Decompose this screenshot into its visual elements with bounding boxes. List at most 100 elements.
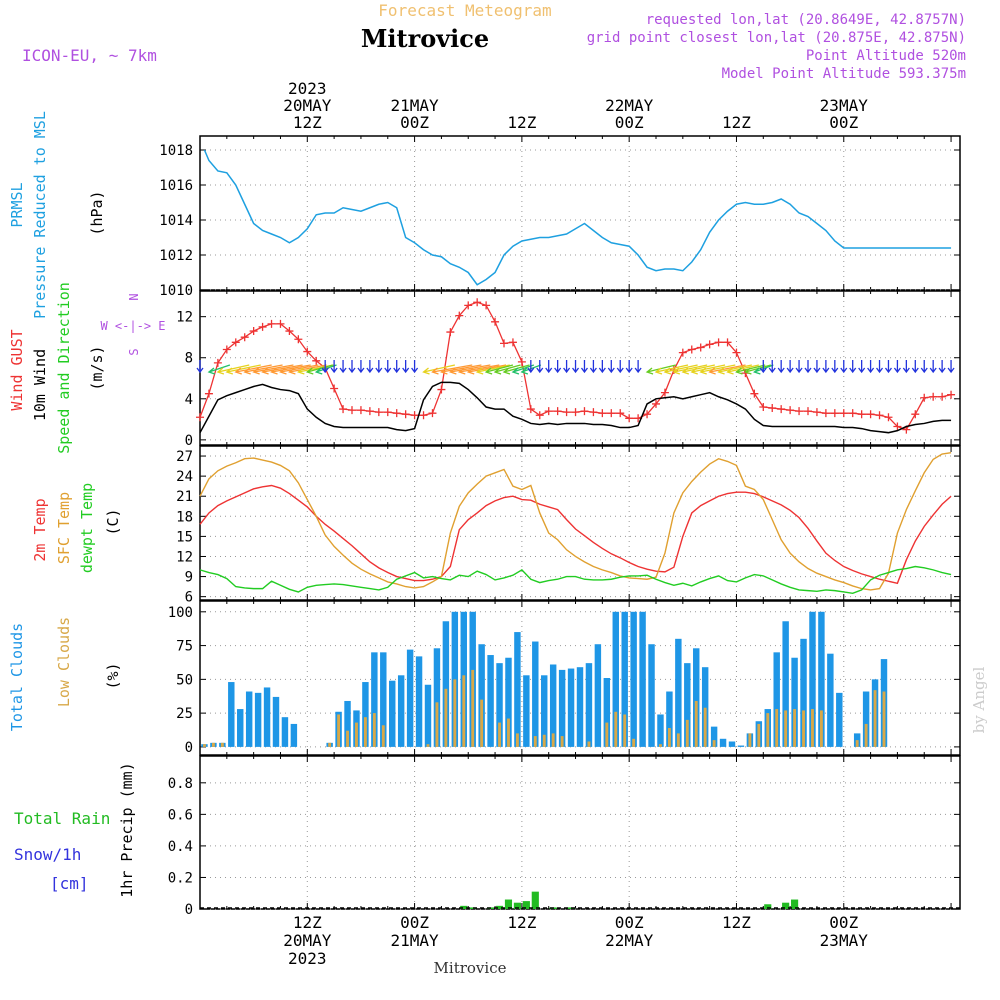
wind-direction-arrow: [545, 360, 553, 374]
low-cloud-bar: [712, 740, 716, 747]
gust-marker: [491, 317, 500, 326]
wind-direction-arrow: [402, 360, 410, 374]
wind-direction-arrow: [279, 364, 319, 375]
total-cloud-bar: [684, 663, 691, 747]
top-time-label: 23MAY: [820, 96, 869, 115]
gust-marker: [875, 411, 884, 420]
low-cloud-bar: [694, 700, 698, 747]
total-cloud-bar: [585, 663, 593, 747]
total-cloud-bar: [818, 611, 825, 747]
wind-direction-arrow: [893, 360, 901, 374]
wind-direction-arrow: [902, 360, 910, 374]
gust-marker: [392, 409, 401, 418]
panels: 1010101210141016101804812691215182124270…: [159, 135, 961, 918]
temp-line-0: [199, 484, 952, 585]
total-cloud-bar: [719, 738, 727, 747]
low-cloud-bar: [676, 733, 680, 747]
wind-direction-arrow: [938, 360, 946, 374]
total-cloud-bar: [648, 644, 655, 747]
y-tick-label: 0: [185, 902, 193, 918]
wind-line: [199, 381, 952, 434]
wind-direction-arrow: [645, 364, 676, 375]
wind-direction-arrow: [422, 364, 456, 375]
gust-marker: [482, 301, 491, 310]
total-cloud-bar: [380, 652, 387, 747]
gust-marker: [231, 338, 240, 347]
total-cloud-bar: [371, 652, 378, 747]
wind-direction-arrow: [699, 364, 736, 375]
snow-unit: [cm]: [50, 874, 89, 893]
bottom-time-label: 12Z: [722, 913, 751, 932]
low-cloud-bar: [435, 702, 439, 747]
low-cloud-bar: [667, 727, 671, 747]
total-cloud-bar: [612, 611, 619, 747]
y-tick-label: 24: [176, 469, 193, 485]
gust-marker: [625, 414, 634, 423]
total-cloud-bar: [532, 641, 539, 747]
total-cloud-bar: [237, 709, 244, 747]
y-tick-label: 12: [176, 549, 193, 565]
low-cloud-bar: [444, 688, 448, 747]
gust-marker: [330, 384, 339, 393]
gust-marker: [303, 347, 312, 356]
total-cloud-bar: [541, 675, 548, 747]
y-tick-label: 9: [185, 570, 193, 586]
total-cloud-bar: [862, 691, 870, 747]
y-tick-label: 25: [176, 706, 193, 722]
wind-direction-arrow: [849, 360, 857, 374]
dewpt-label: dewpt Temp: [78, 483, 96, 573]
gust-marker: [598, 409, 607, 418]
low-cloud-bar: [784, 710, 788, 747]
y-tick-label: 0: [185, 740, 193, 756]
total-cloud-bar: [576, 667, 584, 747]
y-tick-label: 1010: [159, 283, 193, 299]
y-tick-label: 15: [176, 529, 193, 545]
gust-marker: [857, 410, 866, 419]
wind-direction-arrow: [840, 360, 848, 374]
rain-bar: [531, 891, 539, 909]
wind-direction-arrow: [876, 360, 884, 374]
total-cloud-bar: [228, 682, 235, 747]
wind-direction-arrow: [759, 360, 767, 374]
low-cloud-bar: [328, 742, 332, 747]
low-cloud-bar: [819, 710, 823, 747]
bottom-time-label: 00Z: [615, 913, 644, 932]
low-cloud-bar: [515, 733, 519, 747]
total-cloud-bar: [272, 696, 280, 747]
y-tick-label: 0: [185, 433, 193, 449]
low-cloud-bar: [873, 690, 877, 747]
y-tick-label: 6: [185, 590, 193, 606]
total-cloud-bar: [245, 691, 253, 747]
total-cloud-bar: [710, 726, 718, 747]
wind-direction-arrow: [717, 364, 753, 375]
wind-direction-arrow: [735, 364, 766, 375]
total-cloud-bar: [290, 723, 298, 747]
total-cloud-bar: [791, 657, 798, 747]
low-cloud-bar: [337, 714, 341, 747]
bottom-time-label: 21MAY: [391, 931, 440, 950]
total-cloud-bar: [254, 692, 262, 747]
bottom-time-label: 23MAY: [820, 931, 869, 950]
gust-marker: [500, 339, 508, 348]
bottom-time-label: 22MAY: [605, 931, 654, 950]
low-cloud-bar: [811, 709, 814, 747]
wind-direction-arrow: [330, 360, 338, 374]
gust-marker: [285, 327, 294, 336]
wind-direction-arrow: [339, 360, 347, 374]
wind-direction-arrow: [431, 364, 473, 375]
low-cloud-bar: [381, 725, 385, 747]
temp2m-label: 2m Temp: [31, 498, 49, 561]
low-cloud-bar: [605, 722, 609, 747]
wind-direction-arrow: [681, 364, 715, 375]
y-tick-label: 12: [176, 310, 193, 326]
wind-direction-arrow: [795, 360, 803, 374]
compass-s: S: [127, 348, 141, 355]
pressure-label-long: Pressure Reduced to MSL: [31, 111, 49, 319]
wind-direction-arrow: [777, 360, 785, 374]
low-cloud-bar: [533, 736, 537, 747]
wind-direction-arrow: [947, 360, 955, 374]
wind-direction-arrow: [216, 364, 250, 375]
low-cloud-bar: [220, 742, 224, 747]
